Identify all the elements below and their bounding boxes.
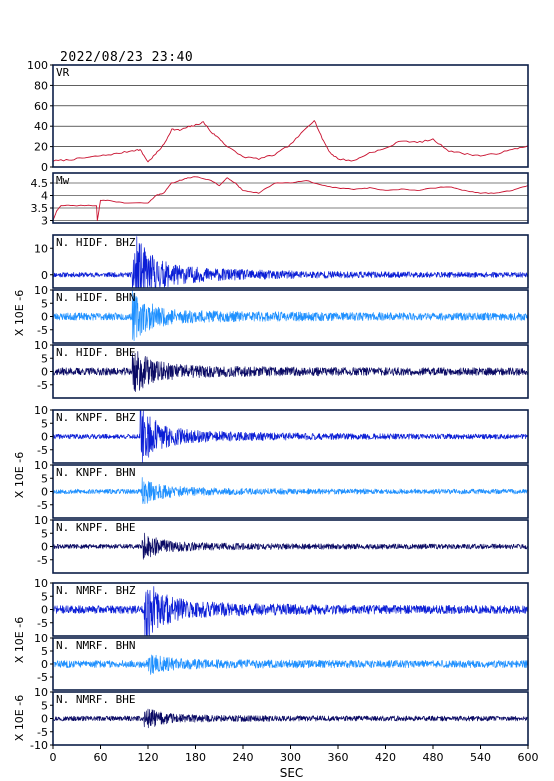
- unit-label: X 10E -6: [13, 695, 26, 741]
- y-tick-label: 80: [34, 79, 48, 92]
- y-tick-label: 4: [41, 190, 48, 203]
- y-tick-label: 60: [34, 100, 48, 113]
- y-tick-label: 40: [34, 120, 48, 133]
- y-tick-label: 0: [41, 161, 48, 174]
- y-tick-label: 10: [34, 577, 48, 590]
- x-tick-label: 480: [423, 751, 444, 764]
- x-axis-label: SEC: [280, 766, 304, 780]
- series-line: [52, 654, 529, 675]
- series-line: [52, 351, 529, 392]
- x-tick-label: 360: [328, 751, 349, 764]
- y-tick-label: -5: [37, 554, 48, 567]
- y-tick-label: 0: [41, 541, 48, 554]
- y-tick-label: 0: [41, 658, 48, 671]
- x-tick-label: 600: [518, 751, 539, 764]
- y-tick-label: 10: [34, 459, 48, 472]
- y-tick-label: -5: [37, 444, 48, 457]
- y-tick-label: 10: [34, 404, 48, 417]
- y-tick-label: 5: [41, 590, 48, 603]
- y-tick-label: 10: [34, 284, 48, 297]
- y-tick-label: -5: [37, 324, 48, 337]
- unit-label: X 10E -6: [13, 617, 26, 663]
- y-tick-label: 5: [41, 352, 48, 365]
- series-line: [52, 120, 529, 163]
- y-tick-label: 5: [41, 417, 48, 430]
- x-tick-label: 180: [185, 751, 206, 764]
- y-tick-label: 5: [41, 472, 48, 485]
- y-tick-label: 10: [34, 632, 48, 645]
- y-tick-label: 5: [41, 527, 48, 540]
- y-tick-label: 0: [41, 713, 48, 726]
- x-tick-label: 60: [94, 751, 108, 764]
- y-tick-label: 5: [41, 645, 48, 658]
- y-tick-label: 3: [41, 215, 48, 228]
- x-tick-label: 300: [280, 751, 301, 764]
- y-tick-label: 20: [34, 141, 48, 154]
- x-tick-label: 0: [50, 751, 57, 764]
- x-tick-label: 420: [375, 751, 396, 764]
- y-tick-label: 10: [34, 514, 48, 527]
- series-line: [52, 586, 529, 636]
- panel-label: N. KNPF. BHE: [56, 521, 135, 534]
- x-tick-label: 540: [470, 751, 491, 764]
- panel-frame: [52, 172, 529, 224]
- y-tick-label: -5: [37, 726, 48, 739]
- unit-label: X 10E -6: [13, 452, 26, 498]
- y-tick-label: 10: [34, 686, 48, 699]
- series-line: [52, 236, 529, 288]
- panel-label: N. KNPF. BHN: [56, 466, 135, 479]
- y-tick-label: -10: [30, 739, 48, 752]
- y-tick-label: -5: [37, 617, 48, 630]
- series-line: [52, 410, 529, 463]
- panel-1: 0 20 40 60 80 100 VR: [27, 59, 529, 174]
- series-line: [52, 532, 529, 560]
- datetime-label: 2022/08/23 23:40: [60, 50, 194, 65]
- series-line: [52, 477, 529, 505]
- y-tick-label: 10: [34, 339, 48, 352]
- panel-label: VR: [56, 66, 70, 79]
- panel-label: Mw: [56, 174, 70, 187]
- y-tick-label: 0: [41, 431, 48, 444]
- panel-label: N. NMRF. BHZ: [56, 584, 136, 597]
- x-tick-label: 240: [233, 751, 254, 764]
- panel-label: N. NMRF. BHE: [56, 693, 135, 706]
- panel-label: N. KNPF. BHZ: [56, 411, 136, 424]
- y-tick-label: 100: [27, 59, 48, 72]
- panel-frame: [52, 64, 529, 168]
- y-tick-label: 0: [41, 366, 48, 379]
- y-tick-label: -5: [37, 671, 48, 684]
- y-tick-label: 0: [41, 269, 48, 282]
- panel-label: N. HIDF. BHN: [56, 291, 135, 304]
- y-tick-label: -5: [37, 499, 48, 512]
- panel-2: 33.544.5 Mw: [31, 172, 529, 228]
- panel-3: 0 10 N. HIDF. BHZ: [34, 234, 529, 289]
- panel-label: N. NMRF. BHN: [56, 639, 135, 652]
- series-line: [52, 290, 529, 342]
- panel-frame: [52, 234, 529, 289]
- unit-label: X 10E -6: [13, 290, 26, 336]
- y-tick-label: 0: [41, 604, 48, 617]
- y-tick-label: 4.5: [31, 177, 49, 190]
- y-tick-label: 5: [41, 699, 48, 712]
- x-tick-label: 120: [138, 751, 159, 764]
- y-tick-label: 5: [41, 297, 48, 310]
- y-tick-label: 3.5: [31, 202, 49, 215]
- y-tick-label: 10: [34, 242, 48, 255]
- y-tick-label: -5: [37, 379, 48, 392]
- panel-label: N. HIDF. BHE: [56, 346, 135, 359]
- series-line: [52, 176, 529, 222]
- panel-label: N. HIDF. BHZ: [56, 236, 136, 249]
- y-tick-label: 0: [41, 486, 48, 499]
- series-line: [52, 708, 529, 729]
- y-tick-label: 0: [41, 311, 48, 324]
